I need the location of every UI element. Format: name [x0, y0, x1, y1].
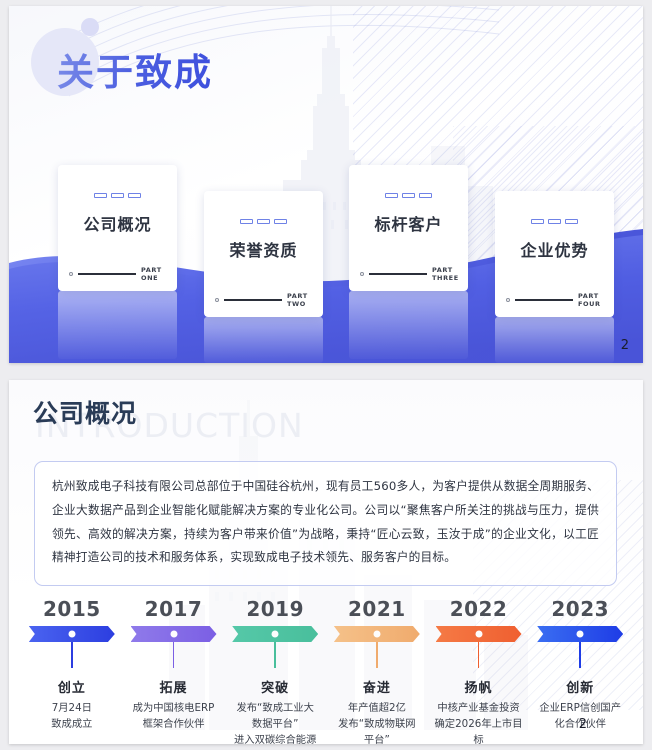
section-card-part-four[interactable]: 企业优势 PART FOUR	[495, 191, 614, 317]
card-part-label: PART THREE	[432, 266, 459, 282]
slide2-watermark-text: INTRODUCTION	[35, 406, 304, 445]
rule-line	[369, 273, 427, 275]
timeline-milestone-name: 奋进	[362, 681, 391, 696]
card-reflection	[204, 317, 323, 363]
decorative-arcs	[69, 6, 499, 97]
card-dash-marks	[495, 213, 614, 231]
timeline-arrow-marker	[232, 626, 319, 642]
circle-marker-icon	[506, 298, 510, 302]
slide1-page-number: 2	[620, 338, 629, 353]
timeline-milestone-description: 企业ERP信创国产 化合作伙伴	[539, 702, 622, 730]
card-title: 企业优势	[520, 241, 589, 260]
timeline-connector-line	[376, 642, 378, 668]
section-card-part-three[interactable]: 标杆客户 PART THREE	[349, 165, 468, 291]
card-title: 荣誉资质	[229, 241, 298, 260]
card-title: 标杆客户	[374, 215, 443, 234]
timeline-milestone-name: 创立	[57, 681, 86, 696]
card-part-label: PART FOUR	[578, 292, 601, 308]
timeline-milestone-name: 拓展	[159, 681, 188, 696]
timeline-connector-line	[477, 642, 480, 668]
card-title: 公司概况	[83, 215, 152, 234]
timeline-connector-line	[274, 642, 276, 668]
timeline-item[interactable]: 2022 扬帆中核产业基金投资 确定2026年上市目标	[428, 597, 530, 744]
timeline-arrow-marker	[537, 626, 624, 642]
timeline: 2015 创立 7月24日 致成成立 2017 拓展成为中国核电ERP 框架合作伙伴 2019…	[21, 597, 631, 744]
slide-2: INTRODUCTION 公司概况 杭州致成电子科技有限公司总部位于中国硅谷杭州…	[9, 380, 643, 744]
card-reflection	[349, 291, 468, 359]
timeline-arrow-marker	[333, 626, 420, 642]
timeline-item[interactable]: 2023 创新企业ERP信创国产 化合作伙伴	[529, 597, 631, 737]
rule-line	[224, 299, 282, 301]
company-intro-paragraph: 杭州致成电子科技有限公司总部位于中国硅谷杭州，现有员工560多人，为客户提供从数…	[52, 479, 599, 565]
timeline-node-dot-icon	[170, 630, 177, 638]
timeline-arrow-marker	[28, 626, 115, 642]
card-part-label: PART TWO	[287, 292, 308, 308]
timeline-year: 2022	[449, 597, 508, 621]
timeline-milestone-description: 中核产业基金投资 确定2026年上市目标	[434, 702, 523, 744]
timeline-node-dot-icon	[475, 630, 483, 638]
timeline-connector-line	[172, 642, 175, 668]
slide2-title: 公司概况	[33, 399, 138, 428]
timeline-arrow-marker	[435, 626, 522, 642]
timeline-node-dot-icon	[373, 630, 381, 638]
timeline-node-dot-icon	[576, 630, 584, 638]
timeline-milestone-description: 年产值超2亿 发布“致成物联网 平台”	[338, 702, 416, 744]
slide2-page-number: 2	[578, 717, 587, 732]
timeline-node-dot-icon	[271, 630, 279, 638]
decorative-circle-large	[31, 28, 99, 96]
card-dash-marks	[204, 213, 323, 231]
timeline-year: 2015	[43, 597, 101, 621]
timeline-year: 2017	[144, 597, 203, 621]
timeline-year: 2019	[246, 597, 305, 621]
timeline-milestone-description: 7月24日 致成成立	[51, 702, 93, 730]
card-footer: PART TWO	[215, 292, 312, 308]
timeline-milestone-name: 突破	[261, 681, 290, 696]
rule-line	[515, 299, 573, 301]
company-intro-box: 杭州致成电子科技有限公司总部位于中国硅谷杭州，现有员工560多人，为客户提供从数…	[34, 461, 617, 586]
card-part-label: PART ONE	[141, 266, 162, 282]
card-footer: PART FOUR	[506, 292, 603, 308]
slide-1: 关于致成	[9, 6, 643, 363]
card-reflection	[58, 291, 177, 359]
timeline-connector-line	[71, 642, 73, 668]
section-card-part-two[interactable]: 荣誉资质 PART TWO	[204, 191, 323, 317]
timeline-milestone-description: 成为中国核电ERP 框架合作伙伴	[132, 702, 215, 730]
card-dash-marks	[349, 187, 468, 205]
circle-marker-icon	[215, 298, 219, 302]
decorative-circle-small	[81, 18, 99, 36]
timeline-year: 2021	[348, 597, 406, 621]
timeline-connector-line	[579, 642, 581, 668]
card-reflection	[495, 317, 614, 363]
timeline-item[interactable]: 2017 拓展成为中国核电ERP 框架合作伙伴	[123, 597, 225, 737]
timeline-item[interactable]: 2021 奋进年产值超2亿 发布“致成物联网 平台”	[326, 597, 428, 744]
card-footer: PART ONE	[69, 266, 166, 282]
timeline-milestone-name: 扬帆	[464, 681, 493, 696]
circle-marker-icon	[69, 272, 73, 276]
slide1-title: 关于致成	[57, 42, 213, 96]
circle-marker-icon	[360, 272, 364, 276]
rule-line	[78, 273, 136, 275]
timeline-year: 2023	[551, 597, 610, 621]
timeline-milestone-name: 创新	[566, 681, 595, 696]
timeline-node-dot-icon	[68, 630, 76, 638]
timeline-arrow-marker	[130, 626, 217, 642]
card-dash-marks	[58, 187, 177, 205]
section-card-part-one[interactable]: 公司概况 PART ONE	[58, 165, 177, 291]
card-footer: PART THREE	[360, 266, 459, 282]
timeline-item[interactable]: 2015 创立 7月24日 致成成立	[21, 597, 123, 737]
